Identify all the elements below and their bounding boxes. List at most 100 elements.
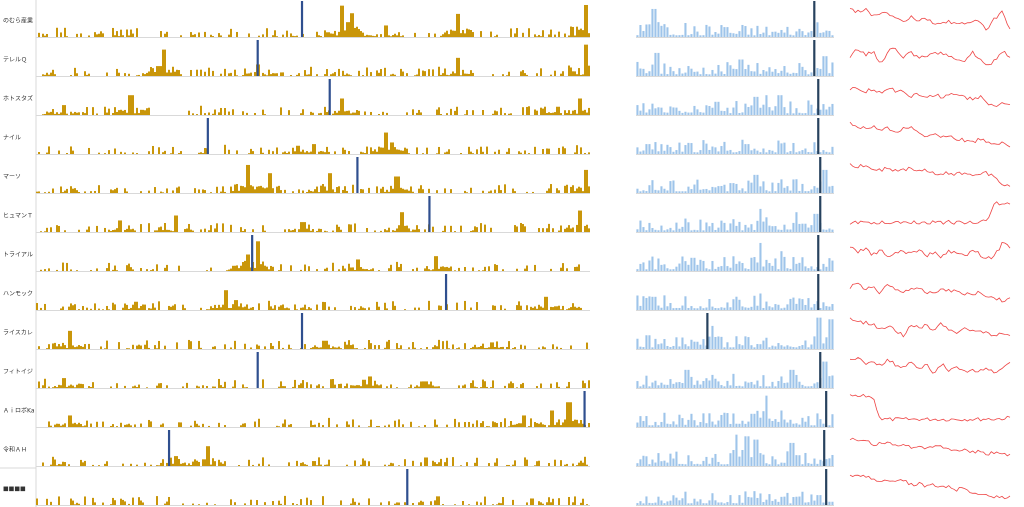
weekly-bar (663, 339, 666, 349)
daily-bar (56, 387, 58, 388)
daily-bar (132, 386, 134, 388)
daily-bar (380, 384, 382, 388)
daily-bar (268, 173, 270, 193)
daily-bar (384, 229, 386, 232)
weekly-bar (672, 458, 675, 466)
weekly-highlight-bar (825, 469, 828, 505)
weekly-bar (654, 462, 657, 466)
daily-bar (518, 301, 520, 310)
daily-bar (490, 31, 492, 37)
daily-bar (72, 500, 74, 505)
weekly-bar (669, 106, 672, 115)
weekly-bar (774, 106, 777, 115)
daily-bar (314, 345, 316, 349)
daily-bar (300, 269, 302, 271)
daily-bar (476, 302, 478, 310)
daily-bar (220, 307, 222, 310)
weekly-bar (639, 386, 642, 388)
weekly-bar (717, 64, 720, 76)
weekly-bar (717, 308, 720, 310)
weekly-bar (657, 258, 660, 271)
daily-bar (422, 501, 424, 505)
weekly-bar (741, 345, 744, 349)
daily-bar (188, 463, 190, 466)
daily-bar (520, 305, 522, 310)
daily-bar (538, 460, 540, 466)
weekly-bar (651, 103, 654, 115)
daily-bar (380, 34, 382, 37)
weekly-bar (672, 421, 675, 427)
weekly-bar (777, 95, 780, 115)
weekly-bar (831, 103, 834, 115)
weekly-bar (654, 421, 657, 427)
daily-bar (584, 383, 586, 388)
daily-bar (502, 497, 504, 505)
daily-bar (198, 189, 200, 193)
daily-bar (292, 229, 294, 232)
daily-bar (304, 70, 306, 76)
daily-bar (234, 69, 236, 76)
daily-bar (52, 387, 54, 388)
daily-bar (324, 152, 326, 154)
daily-bar (574, 109, 576, 115)
weekly-bar (666, 501, 669, 505)
daily-bar (236, 184, 238, 193)
daily-bar (292, 503, 294, 505)
daily-bar (80, 423, 82, 427)
daily-bar (542, 307, 544, 310)
daily-bar (524, 268, 526, 271)
daily-bar (162, 423, 164, 427)
daily-bar (464, 384, 466, 388)
trend-line (849, 163, 1011, 187)
daily-bar (280, 264, 282, 271)
daily-bar (154, 187, 156, 193)
daily-bar (208, 112, 210, 115)
weekly-bar (798, 262, 801, 271)
daily-bar (136, 75, 138, 76)
daily-bar (254, 267, 256, 271)
weekly-bar (729, 307, 732, 310)
daily-bar (430, 270, 432, 271)
daily-bar (70, 146, 72, 154)
weekly-bar (777, 32, 780, 37)
daily-bar (486, 347, 488, 349)
daily-bar (304, 264, 306, 271)
weekly-bar (678, 191, 681, 193)
weekly-bar (825, 30, 828, 37)
daily-bar (256, 500, 258, 505)
daily-bar (56, 465, 58, 466)
daily-bar (310, 347, 312, 349)
daily-bar (58, 225, 60, 232)
daily-bar (418, 386, 420, 388)
weekly-bar (699, 189, 702, 193)
daily-bar (220, 191, 222, 193)
weekly-bar (675, 266, 678, 271)
weekly-bar (723, 464, 726, 466)
daily-bar (64, 190, 66, 193)
daily-bar (90, 191, 92, 193)
daily-bar (520, 423, 522, 427)
daily-bar (300, 151, 302, 154)
weekly-highlight-bar (819, 352, 822, 388)
daily-bar (96, 113, 98, 115)
weekly-bar (810, 31, 813, 37)
weekly-bar (780, 143, 783, 154)
weekly-bar (774, 304, 777, 310)
daily-bar (534, 421, 536, 427)
daily-bar (388, 339, 390, 349)
weekly-bar (738, 423, 741, 427)
daily-bar (324, 186, 326, 193)
daily-bar (524, 226, 526, 232)
weekly-bar (684, 23, 687, 37)
daily-bar (160, 226, 162, 232)
daily-bar (384, 25, 386, 37)
daily-bar (506, 464, 508, 466)
weekly-bar (681, 191, 684, 193)
weekly-bar (756, 220, 759, 232)
daily-bar (552, 410, 554, 427)
daily-bar (512, 464, 514, 466)
daily-bar (48, 74, 50, 76)
daily-bar (328, 306, 330, 310)
daily-bar (442, 266, 444, 271)
daily-bar (586, 169, 588, 193)
